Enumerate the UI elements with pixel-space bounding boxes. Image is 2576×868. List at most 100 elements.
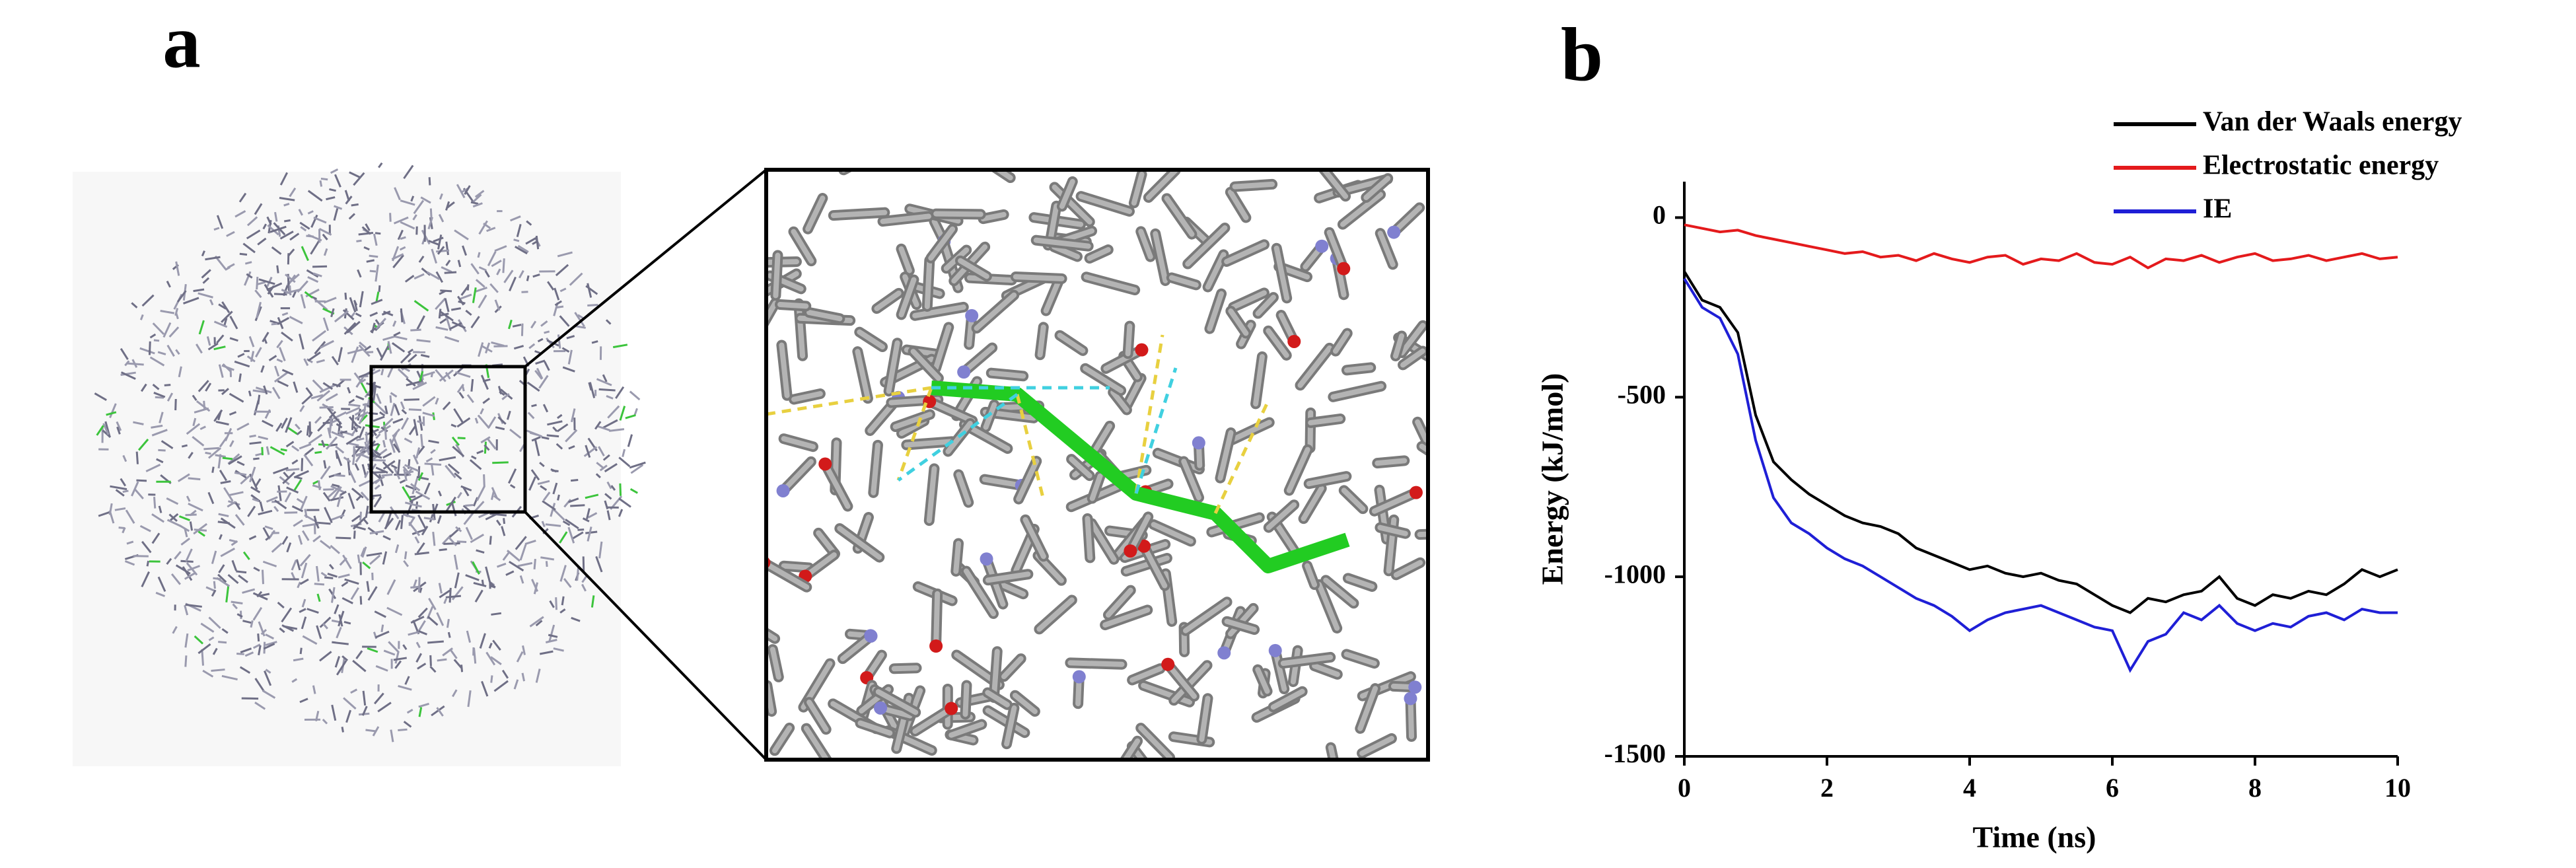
bond [177, 473, 190, 482]
bond [486, 437, 497, 450]
bond [265, 641, 277, 647]
bond [582, 517, 590, 523]
bond [544, 330, 550, 334]
bond [362, 561, 371, 569]
bond [552, 508, 565, 521]
bond [276, 358, 283, 363]
bond [312, 484, 322, 489]
bond [329, 188, 336, 192]
stick [1400, 348, 1425, 368]
bond [404, 437, 413, 444]
bond [375, 318, 386, 330]
stick [1371, 489, 1419, 514]
bond [357, 269, 362, 278]
bond [141, 571, 150, 587]
bond [478, 220, 488, 235]
bond [159, 412, 164, 423]
bond [437, 658, 447, 662]
stick [1231, 290, 1267, 310]
bond [519, 575, 524, 584]
bond [365, 505, 369, 519]
bond [433, 236, 444, 242]
stick [1255, 295, 1276, 316]
bond [439, 193, 443, 200]
bond [291, 459, 299, 465]
bond [244, 651, 254, 657]
bond [582, 556, 585, 571]
bond [445, 496, 456, 512]
bond [356, 437, 365, 441]
bond [555, 443, 563, 450]
bond [439, 310, 454, 322]
x-tick-label: 10 [2384, 773, 2411, 803]
bond [602, 374, 608, 382]
bond [213, 320, 228, 328]
bond [298, 209, 303, 216]
stick [1087, 247, 1111, 261]
bond [232, 603, 238, 610]
bond [320, 540, 332, 550]
stick [781, 563, 812, 571]
bond [355, 377, 365, 388]
bond [565, 519, 579, 530]
stick [1165, 661, 1197, 700]
bond [148, 341, 151, 355]
stick [1207, 291, 1225, 332]
bond [345, 406, 361, 415]
bond [258, 645, 262, 656]
bond [212, 647, 218, 655]
bond [300, 294, 306, 308]
h-bond [766, 386, 932, 416]
bond [304, 514, 315, 522]
bond [528, 476, 536, 491]
bond [532, 273, 540, 278]
bond [534, 350, 541, 354]
bond [262, 560, 277, 567]
bond [587, 304, 598, 307]
bond [291, 505, 304, 513]
bond [531, 404, 537, 408]
stick [1057, 332, 1086, 353]
bond [599, 464, 608, 472]
bond [175, 349, 180, 355]
bond [331, 355, 339, 366]
bond [516, 224, 522, 238]
bond [497, 416, 507, 425]
bond [109, 403, 117, 419]
bond [291, 560, 297, 571]
bond [439, 548, 447, 552]
bond [192, 435, 205, 447]
bond [286, 426, 299, 435]
bond [357, 554, 361, 563]
bond [116, 426, 121, 435]
bond [227, 573, 239, 585]
legend-label: Van der Waals energy [2203, 107, 2462, 137]
bond [503, 270, 514, 283]
bond [367, 443, 379, 449]
bond [415, 653, 423, 663]
bond [178, 366, 182, 378]
bond [426, 271, 440, 280]
bond [223, 487, 234, 502]
bond [201, 649, 204, 666]
bond [530, 469, 540, 481]
bond [266, 282, 283, 291]
bond [157, 576, 166, 593]
bond [314, 341, 326, 355]
bond [454, 472, 462, 480]
stick [875, 689, 919, 715]
series-line [1683, 270, 2398, 614]
stick [857, 720, 893, 736]
bond [380, 369, 384, 376]
bond [569, 272, 583, 286]
bond [262, 526, 271, 539]
bond [131, 359, 138, 368]
bond [358, 372, 371, 379]
bond [597, 425, 610, 431]
bond [320, 571, 328, 577]
bond [399, 246, 406, 251]
atom [1408, 680, 1422, 694]
bond [577, 314, 585, 320]
ligand [931, 380, 1350, 573]
bond [576, 565, 580, 581]
